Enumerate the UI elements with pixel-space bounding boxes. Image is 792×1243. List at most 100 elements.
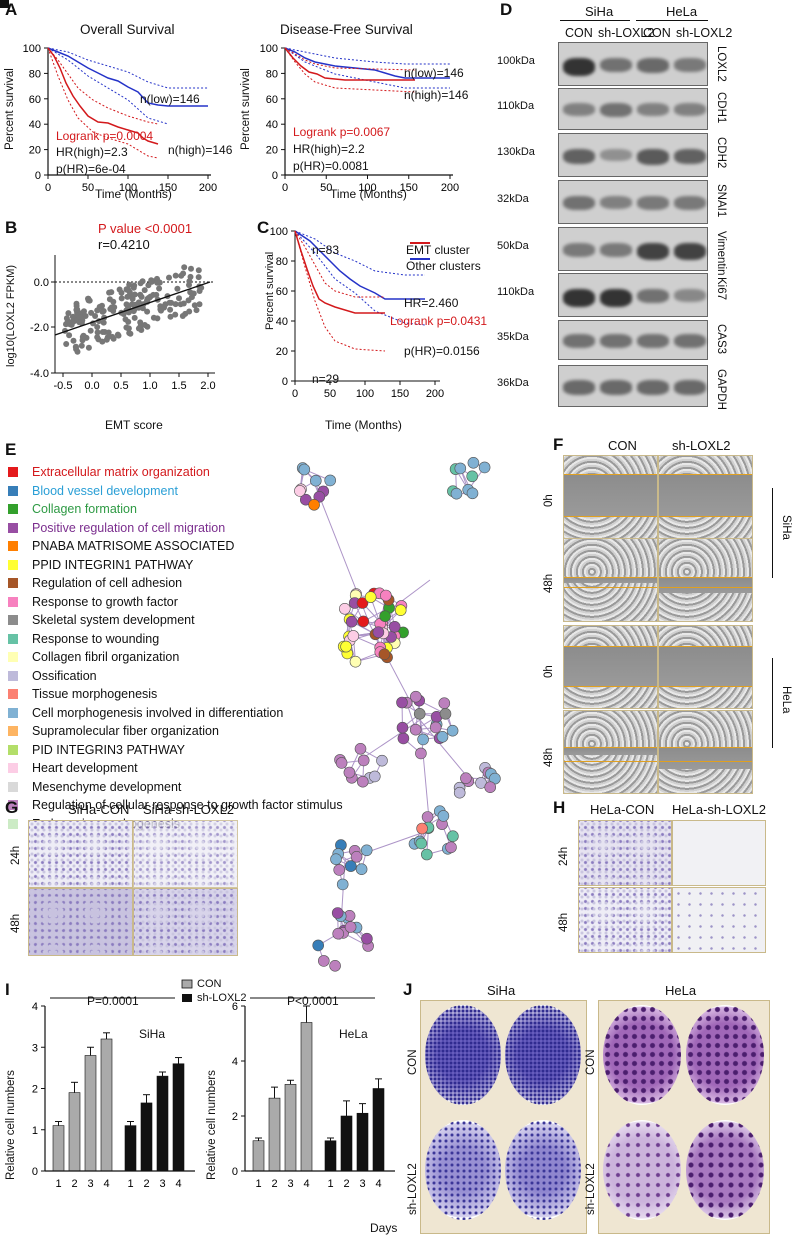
- i-hela-ylabel: Relative cell numbers: [206, 1070, 218, 1180]
- data-point: [94, 324, 101, 330]
- legend-swatch: [8, 467, 18, 477]
- band: [600, 380, 632, 395]
- x-tick-label: 0.0: [84, 380, 99, 392]
- legend-swatch: [8, 541, 18, 551]
- data-point: [99, 329, 106, 335]
- data-point: [156, 279, 163, 286]
- x-tick-label: 2: [271, 1178, 277, 1190]
- network-node: [409, 723, 422, 736]
- network-node: [438, 697, 451, 710]
- survival-plots-a: 0 20 40 60 80 100 0 50 100 150 200 0 20 40 60 80 100 0…: [23, 43, 460, 194]
- gap-line: [564, 474, 657, 475]
- network-node: [484, 781, 496, 794]
- network-edge: [419, 719, 471, 781]
- os-nlow: n(low)=146: [140, 92, 200, 106]
- mw-label: 130kDa: [497, 146, 535, 158]
- data-point: [126, 281, 133, 288]
- network-edge: [359, 719, 421, 761]
- data-point: [106, 296, 113, 303]
- panel-label-c: C: [257, 218, 270, 237]
- legend-label: Collagen fibril organization: [32, 650, 180, 664]
- legend-label: Positive regulation of cell migration: [32, 520, 226, 535]
- gap-line: [659, 686, 752, 687]
- y-tick-label: 60: [266, 94, 278, 106]
- legend-swatch: [8, 504, 18, 514]
- network-node: [360, 844, 373, 857]
- network-node: [446, 724, 459, 737]
- gap-line: [659, 577, 752, 578]
- gap-line: [659, 646, 752, 647]
- legend-row: Regulation of cell adhesion: [8, 576, 182, 590]
- data-point: [176, 295, 182, 302]
- dfs-hr: HR(high)=2.2: [293, 142, 365, 156]
- network-node: [294, 485, 306, 497]
- blot-cdh2: [558, 133, 708, 177]
- y-tick-label: 40: [29, 119, 41, 131]
- y-tick-label: 0: [282, 376, 288, 388]
- network-node: [357, 775, 369, 788]
- survival-plot-c: 0 20 40 60 80 100 0 50 100 150 200: [270, 226, 445, 400]
- f-0h-siha: 0h: [543, 494, 555, 507]
- c-phr: p(HR)=0.0156: [404, 344, 480, 358]
- network-node: [396, 696, 408, 709]
- mw-tick: [0, 0, 9, 1]
- network-node: [372, 626, 385, 638]
- mw-label: 50kDa: [497, 240, 529, 252]
- legend-row: Cell morphogenesis involved in different…: [8, 706, 283, 720]
- y-tick-label: 0: [232, 1166, 238, 1178]
- data-point: [69, 318, 76, 325]
- panel-label-a: A: [5, 0, 18, 19]
- data-point: [188, 265, 194, 272]
- data-point: [81, 308, 87, 315]
- legend-label: Response to growth factor: [32, 594, 178, 609]
- y-tick-label: 2: [232, 1111, 238, 1123]
- y-tick-label: 4: [232, 1056, 238, 1068]
- data-point: [141, 322, 148, 328]
- network-node: [466, 470, 478, 483]
- network-node: [330, 853, 342, 866]
- network-node: [355, 863, 368, 876]
- network-node: [436, 730, 449, 743]
- j-siha: SiHa: [487, 983, 516, 998]
- x-tick-label: 1.5: [171, 380, 186, 392]
- b-xlabel: EMT score: [105, 418, 163, 432]
- bar: [100, 1038, 113, 1172]
- network-node: [332, 927, 344, 940]
- network-node: [421, 848, 433, 861]
- gap-line: [564, 761, 657, 762]
- legend-row: Collagen fibril organization: [8, 650, 179, 664]
- os-phr: p(HR)=6e-04: [56, 162, 126, 176]
- network-node: [445, 841, 457, 854]
- x-tick-label: 3: [287, 1178, 293, 1190]
- data-point: [118, 295, 125, 302]
- data-point: [190, 290, 197, 297]
- data-point: [144, 308, 151, 315]
- network-node: [439, 707, 452, 720]
- network-node: [345, 860, 357, 872]
- y-tick-label: 60: [29, 94, 41, 106]
- network-node: [312, 939, 325, 952]
- legend-row: Collagen formation: [8, 502, 137, 516]
- band: [637, 243, 669, 260]
- gap-line: [564, 686, 657, 687]
- panel-label-h: H: [553, 798, 566, 817]
- network-node: [437, 810, 450, 822]
- dfs-logrank: Logrank p=0.0067: [293, 125, 391, 139]
- network-node: [354, 742, 367, 755]
- legend-swatch: [8, 781, 18, 792]
- c-ylabel: Percent survival: [264, 251, 276, 330]
- c-leg-emt: EMT cluster: [406, 243, 470, 257]
- legend-label: Tissue morphogenesis: [32, 687, 158, 701]
- blot-ki67: [558, 273, 708, 317]
- dfs-phr: p(HR)=0.0081: [293, 159, 369, 173]
- y-tick-label: 80: [276, 256, 288, 268]
- d-lane-3: CON: [643, 26, 671, 40]
- network-node: [447, 830, 459, 843]
- bar: [340, 1115, 353, 1172]
- j-sh: sh-LOXL2: [407, 1163, 419, 1215]
- panel-label-b: B: [5, 218, 18, 237]
- network-node: [298, 463, 311, 476]
- gap-line: [564, 646, 657, 647]
- x-tick-label: 100: [358, 182, 376, 194]
- y-tick-label: 0: [32, 1166, 38, 1178]
